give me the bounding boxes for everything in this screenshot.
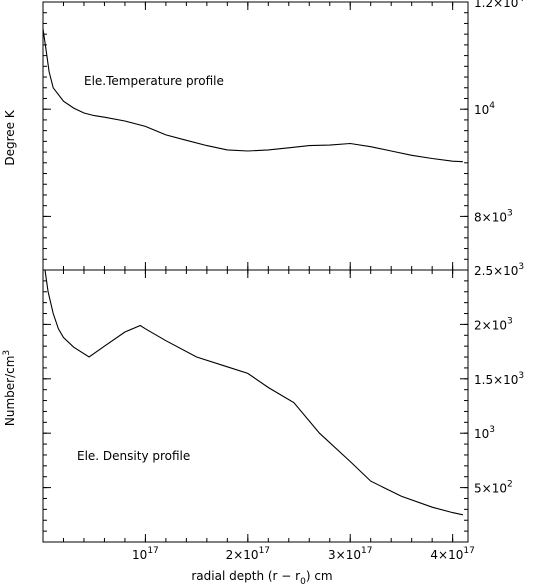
xtick-label-text: 3×10 (328, 548, 361, 562)
xtick-label-exp: 17 (147, 546, 158, 556)
density-ytick-label-exp: 3 (518, 371, 524, 381)
xtick-label: 4×1017 (430, 546, 474, 562)
x-axis-label-sub: 0 (300, 577, 306, 584)
density-ytick-label-text: 5×10 (474, 482, 507, 496)
xtick-label-text: 2×10 (226, 548, 259, 562)
density-y-axis-label-exp: 3 (2, 350, 12, 356)
temperature-ytick-label-text: 1.2×10 (474, 0, 518, 10)
density-ytick-label-text: 10 (474, 427, 489, 441)
temperature-profile-annotation: Ele.Temperature profile (84, 74, 224, 88)
temperature-ytick-label-text: 10 (474, 103, 489, 117)
density-ytick-label-exp: 2 (507, 480, 513, 490)
xtick-label-exp: 17 (361, 546, 372, 556)
temperature-ytick-label-exp: 4 (489, 101, 495, 111)
x-axis-label-post: ) cm (306, 569, 333, 583)
density-ytick-label: 103 (474, 425, 495, 441)
density-ytick-label: 2.5×103 (474, 262, 524, 278)
xtick-label: 1017 (132, 546, 159, 562)
density-ytick-label-text: 2×10 (474, 318, 507, 332)
density-ytick-label-text: 2.5×10 (474, 264, 518, 278)
xtick-label-text: 10 (132, 548, 147, 562)
density-profile-line (44, 269, 464, 516)
temperature-y-axis-label: Degree K (3, 109, 17, 165)
temperature-ytick-label-text: 8×10 (474, 210, 507, 224)
xtick-label: 3×1017 (328, 546, 372, 562)
density-profile-annotation: Ele. Density profile (77, 449, 190, 463)
x-axis-label-pre: radial depth (r − r (191, 569, 300, 583)
density-ytick-label-exp: 3 (507, 316, 513, 326)
density-y-axis-label: Number/cm3 (2, 350, 17, 426)
density-ytick-label-exp: 3 (489, 425, 495, 435)
density-ytick-label-exp: 3 (518, 262, 524, 272)
density-y-axis-label-text: Number/cm (3, 356, 17, 427)
temperature-ytick-label-exp: 4 (518, 0, 524, 4)
temperature-ytick-label: 104 (474, 101, 495, 117)
temperature-profile-line (42, 28, 463, 163)
axis-ticks: 8×1031041.2×1045×1021031.5×1032×1032.5×1… (42, 0, 524, 562)
xtick-label-text: 4×10 (430, 548, 463, 562)
temperature-plot-frame (42, 1, 469, 271)
temperature-ytick-label-exp: 3 (507, 208, 513, 218)
xtick-label: 2×1017 (226, 546, 270, 562)
density-ytick-label: 1.5×103 (474, 371, 524, 387)
x-axis-label: radial depth (r − r0) cm (191, 569, 332, 584)
density-ytick-label-text: 1.5×10 (474, 373, 518, 387)
density-ytick-label: 2×103 (474, 316, 513, 332)
xtick-label-exp: 17 (259, 546, 270, 556)
temperature-ytick-label: 1.2×104 (474, 0, 524, 10)
density-plot-frame (42, 269, 469, 543)
temperature-ytick-label: 8×103 (474, 208, 513, 224)
xtick-label-exp: 17 (463, 546, 474, 556)
density-ytick-label: 5×102 (474, 480, 513, 496)
